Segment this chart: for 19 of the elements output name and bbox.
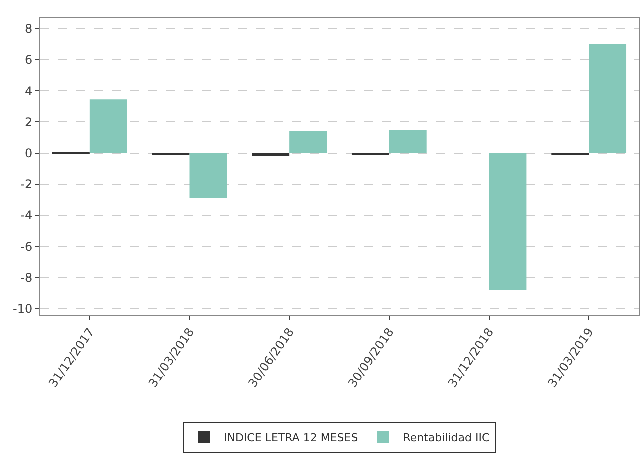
bar (589, 44, 627, 154)
bar (290, 132, 328, 154)
bar (252, 153, 290, 156)
y-tick-label: -8 (20, 270, 33, 285)
bar (90, 100, 128, 154)
y-tick-label: -2 (20, 178, 33, 192)
y-tick-label: -4 (20, 208, 33, 223)
y-tick-label: 2 (24, 115, 33, 130)
y-tick-label: 8 (24, 22, 33, 36)
legend-label: INDICE LETRA 12 MESES (224, 432, 358, 445)
legend-label: Rentabilidad IIC (403, 432, 490, 445)
bar (190, 153, 228, 198)
y-tick-label: 4 (24, 84, 33, 98)
y-tick-label: 0 (24, 146, 33, 160)
bar (389, 130, 427, 154)
y-tick-label: -6 (20, 240, 33, 254)
y-tick-label: -10 (12, 302, 33, 316)
y-tick-label: 6 (24, 53, 33, 68)
bar (489, 153, 527, 290)
